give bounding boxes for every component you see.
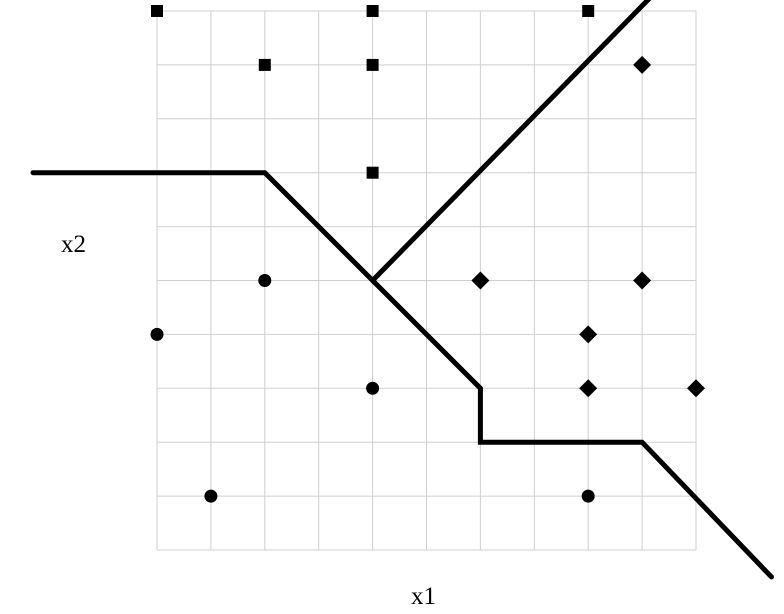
data-points — [150, 5, 705, 503]
upper-left-boundary — [30, 0, 652, 285]
circle-point — [258, 274, 272, 287]
circle-point — [366, 381, 380, 395]
square-point — [582, 5, 595, 17]
square-point — [366, 166, 379, 179]
square-point — [151, 5, 163, 17]
square-point — [366, 58, 379, 71]
circle-point — [204, 489, 218, 503]
diamond-point — [579, 379, 598, 398]
grid — [156, 10, 697, 551]
diamond-point — [633, 271, 652, 290]
diamond-point — [687, 379, 705, 398]
x-axis-label: x1 — [411, 583, 436, 610]
diamond-point — [579, 325, 598, 344]
square-point — [366, 5, 379, 17]
circle-point — [150, 327, 164, 341]
y-axis-label: x2 — [61, 231, 86, 258]
boundary-lines — [30, 0, 774, 580]
circle-point — [581, 489, 595, 503]
diamond-point — [471, 271, 490, 290]
diamond-point — [633, 55, 652, 74]
square-point — [258, 58, 271, 71]
lower-right-boundary — [370, 278, 774, 580]
